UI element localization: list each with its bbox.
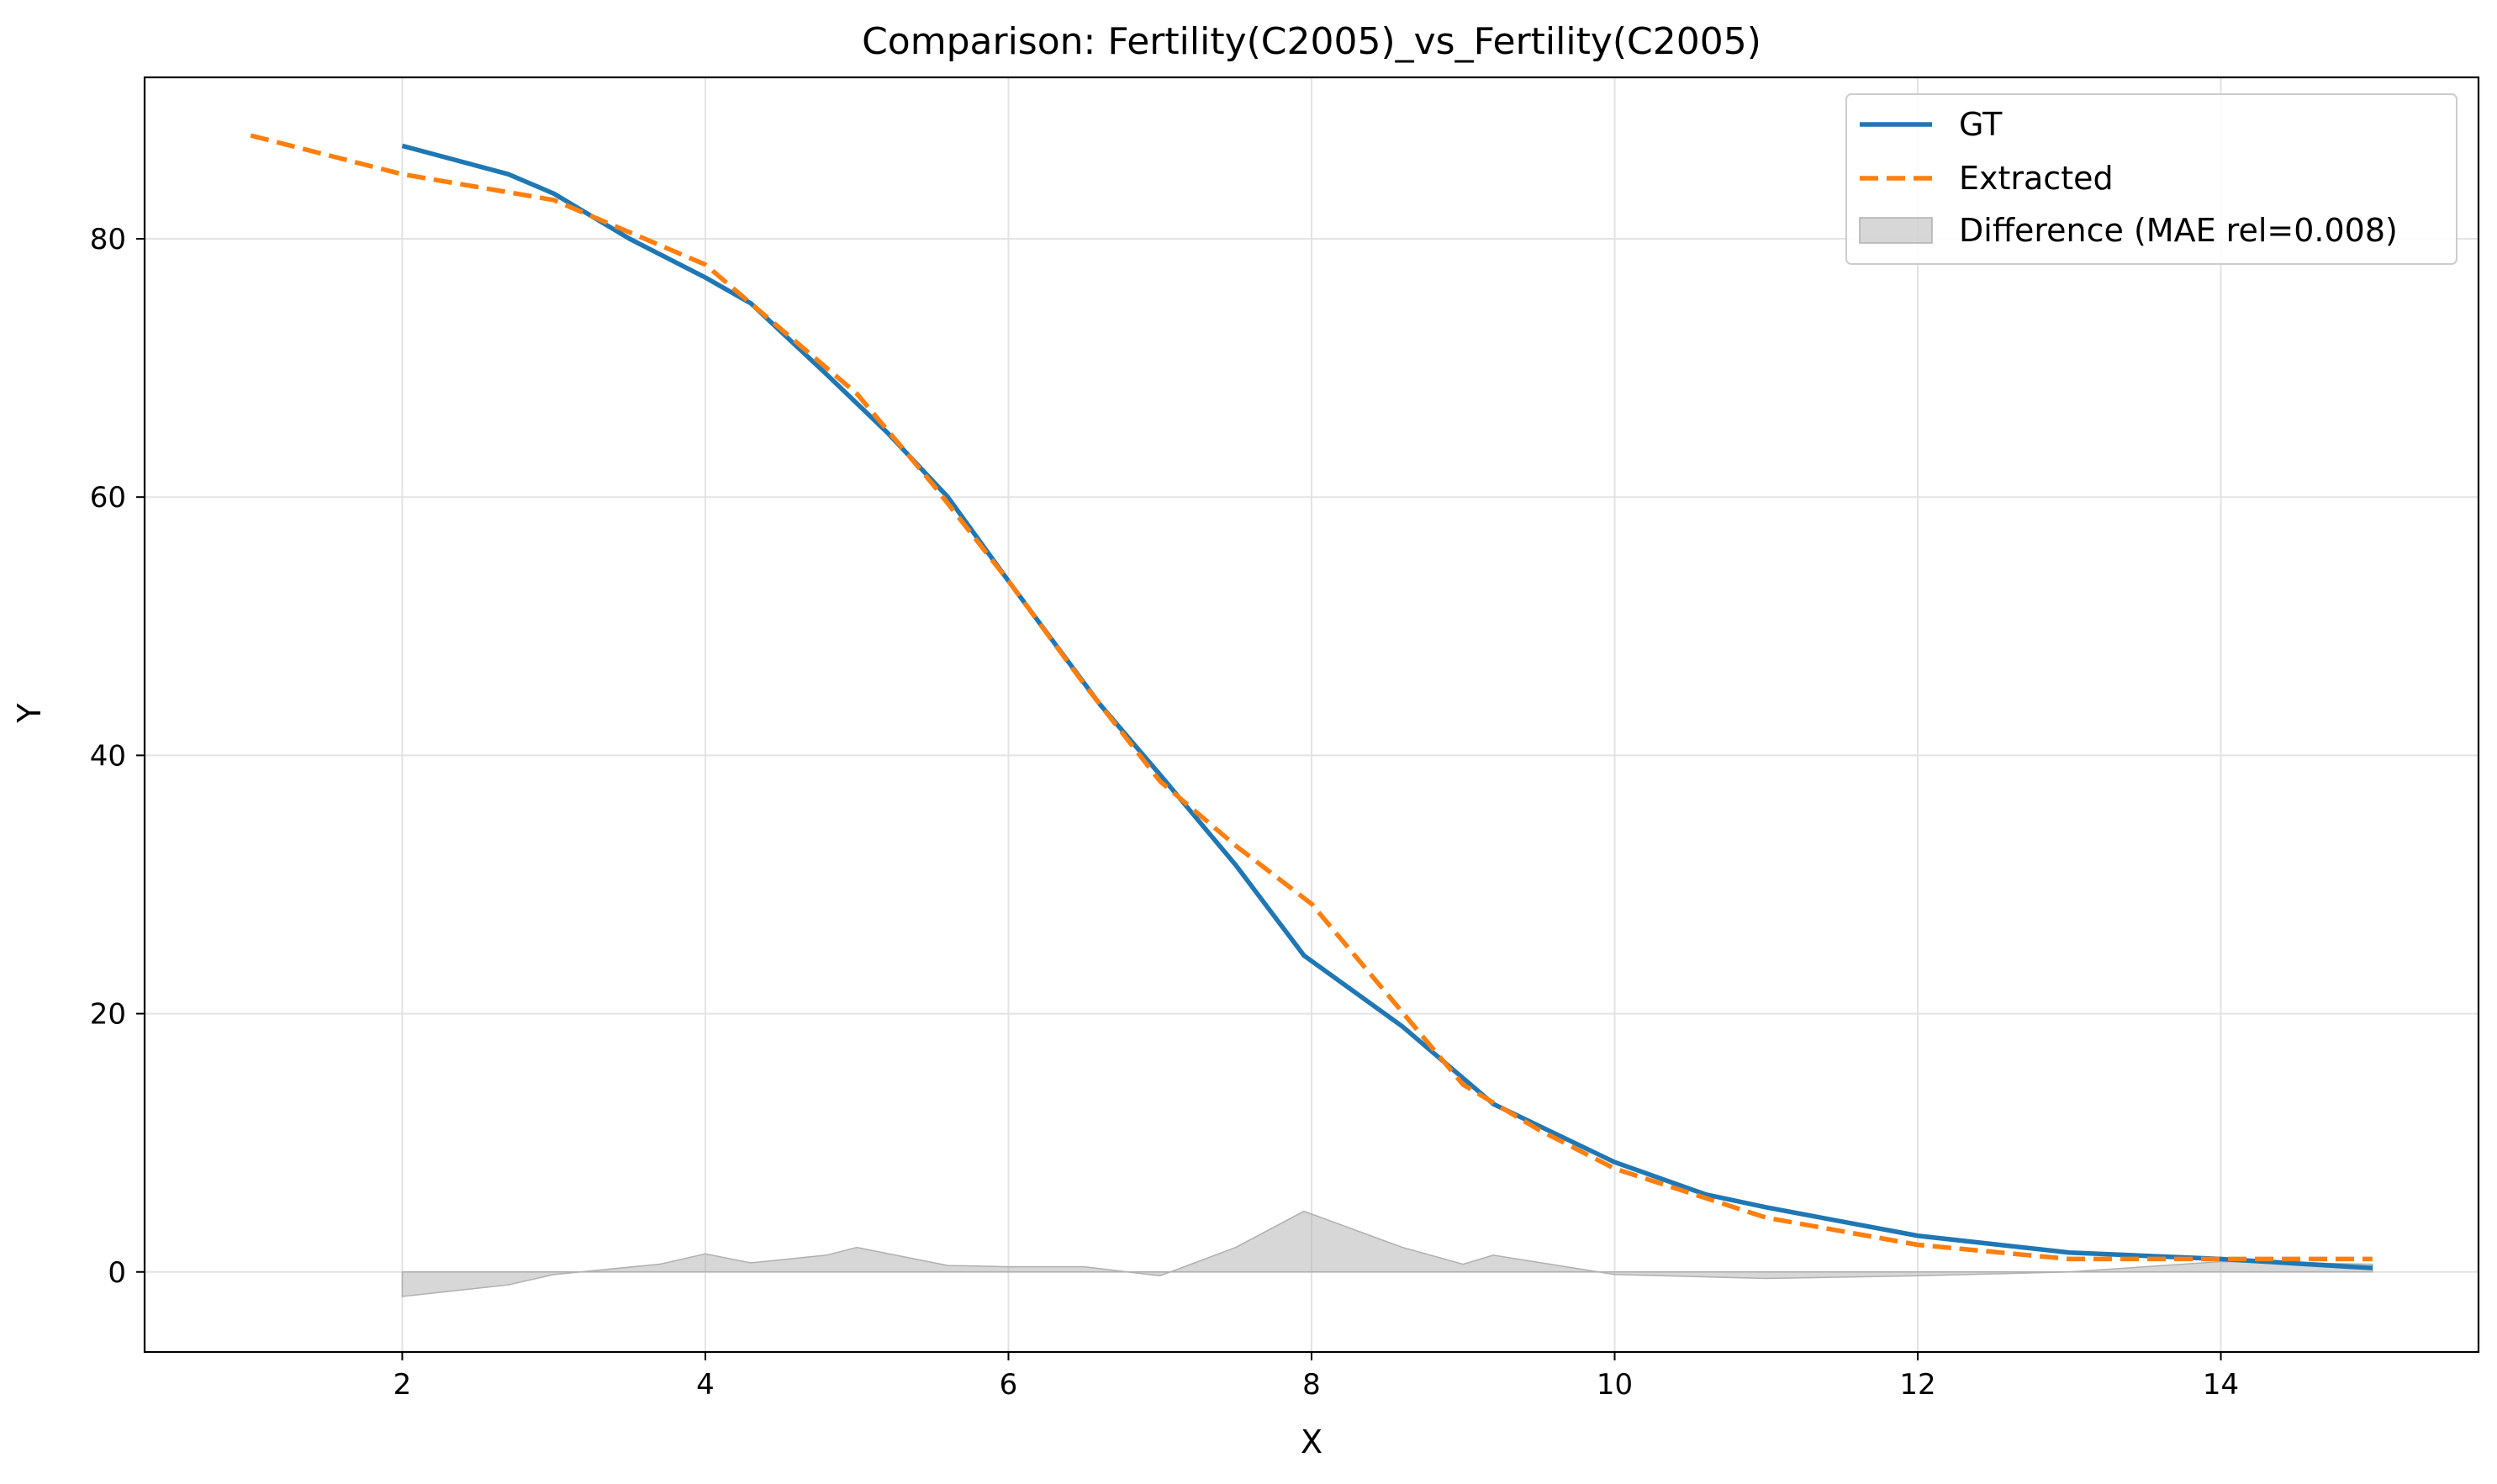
x-tick-label: 4 <box>696 1368 715 1402</box>
x-tick-label: 6 <box>1000 1368 1018 1402</box>
legend-extracted-label: Extracted <box>1959 160 2114 197</box>
gt-series-line <box>401 143 2373 1270</box>
series-layer <box>250 133 2373 1270</box>
legend-box <box>1845 93 2457 265</box>
legend-difference-label: Difference (MAE rel=0.008) <box>1959 212 2398 249</box>
y-tick-label: 40 <box>90 739 126 773</box>
legend: GT Extracted Difference (MAE rel=0.008) <box>1845 93 2457 265</box>
y-tick-label: 60 <box>90 481 126 515</box>
legend-difference-swatch <box>1859 217 1933 244</box>
difference-area <box>401 1210 2373 1297</box>
x-tick-label: 8 <box>1302 1368 1321 1402</box>
difference-area-layer <box>401 1210 2373 1297</box>
axes: 2 4 6 8 10 12 14 0 20 40 60 80 <box>90 76 2480 1402</box>
legend-gt-label: GT <box>1959 106 2003 143</box>
x-tick-label: 12 <box>1899 1368 1935 1402</box>
x-tick-label: 2 <box>393 1368 412 1402</box>
y-tick-label: 20 <box>90 998 126 1032</box>
y-tick-label: 0 <box>108 1256 126 1290</box>
extracted-series-line <box>250 133 2373 1262</box>
y-axis-label: Y <box>11 703 48 724</box>
chart-title: Comparison: Fertility(C2005)_vs_Fertilit… <box>862 20 1761 63</box>
x-tick-label: 10 <box>1597 1368 1633 1402</box>
x-tick-label: 14 <box>2203 1368 2239 1402</box>
y-tick-label: 80 <box>90 223 126 256</box>
x-axis-label: X <box>1301 1423 1322 1460</box>
